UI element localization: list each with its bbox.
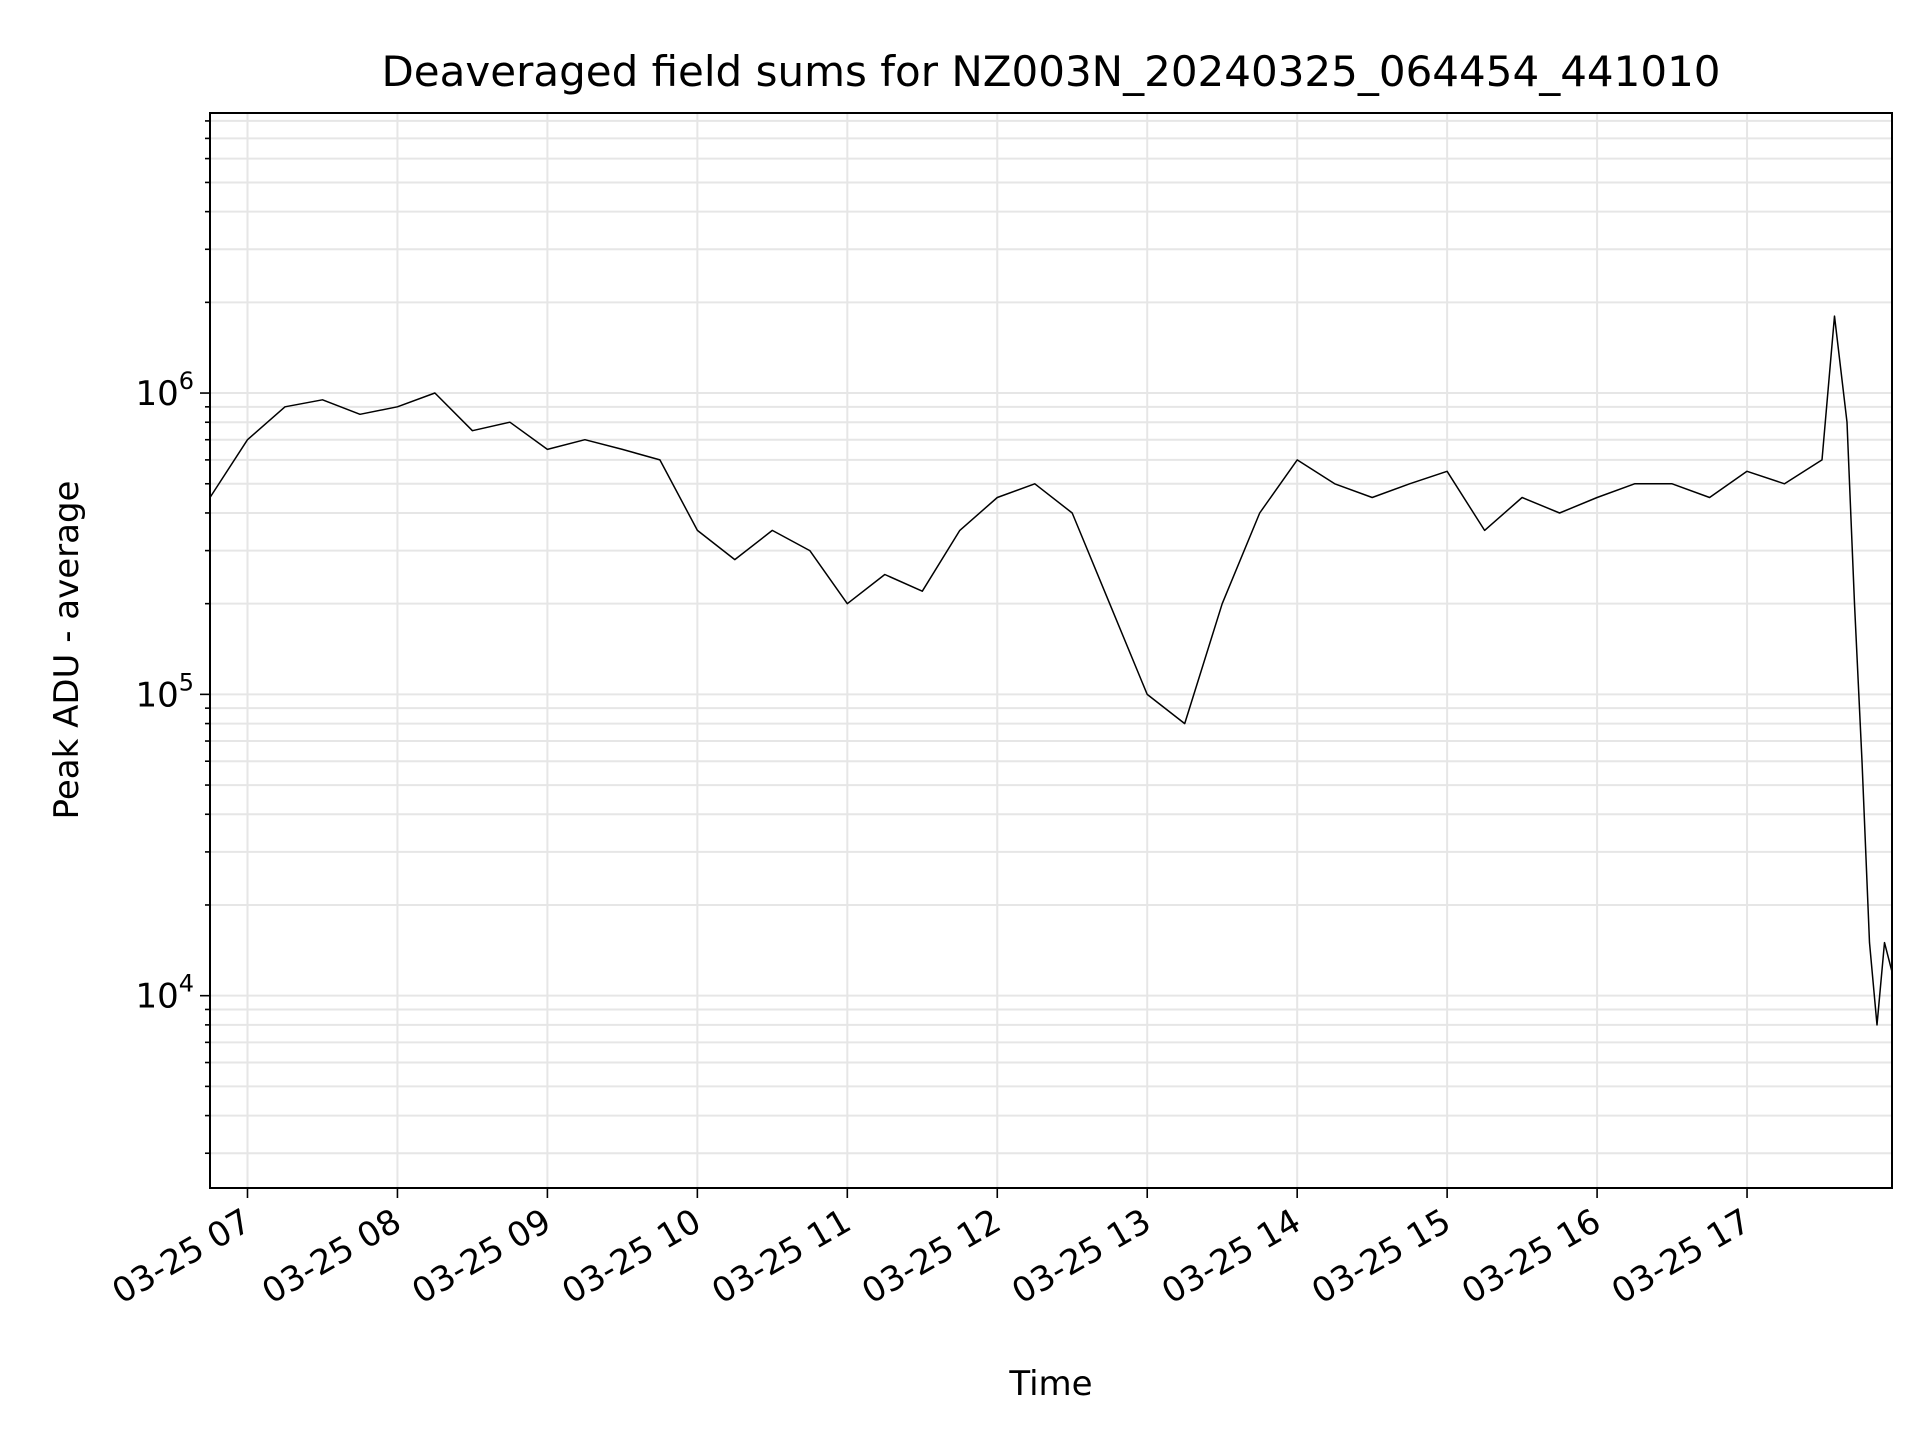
x-axis-label: Time [1008,1364,1092,1404]
x-tick-label: 03-25 13 [1005,1201,1157,1312]
x-tick-label: 03-25 08 [256,1201,408,1312]
x-tick-label: 03-25 16 [1455,1201,1607,1312]
series-layer [209,315,1893,1026]
x-tick-label: 03-25 17 [1605,1201,1757,1312]
grid-layer [210,113,1892,1188]
y-tick-label: 105 [135,668,194,715]
y-tick-label: 106 [135,367,194,414]
x-tick-label: 03-25 09 [406,1201,558,1312]
x-tick-label: 03-25 12 [855,1201,1007,1312]
y-tick-label: 104 [135,970,194,1017]
x-tick-label: 03-25 11 [705,1201,857,1312]
chart-title: Deaveraged field sums for NZ003N_2024032… [381,47,1720,96]
y-axis-label: Peak ADU - average [47,481,87,820]
x-tick-label: 03-25 07 [106,1201,258,1312]
series-line [209,315,1893,1026]
x-tick-label: 03-25 14 [1155,1201,1307,1312]
x-tick-label: 03-25 15 [1305,1201,1457,1312]
x-tick-label: 03-25 10 [555,1201,707,1312]
plot-frame [209,112,1893,1189]
